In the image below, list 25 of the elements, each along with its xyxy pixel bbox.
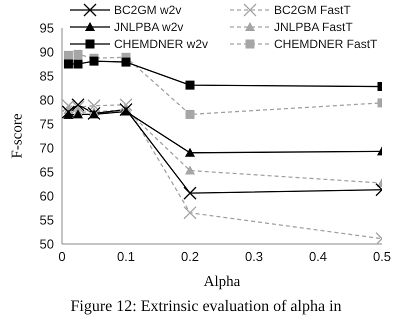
- legend-label: JNLPBA w2v: [114, 19, 184, 35]
- y-tick-label: 65: [40, 164, 54, 180]
- legend-label: JNLPBA FastT: [274, 19, 353, 35]
- legend-label: BC2GM FastT: [274, 2, 351, 18]
- y-tick-label: 75: [40, 116, 54, 132]
- x-tick-label: 0.1: [116, 249, 136, 264]
- x-tick-label: 0.3: [244, 249, 264, 264]
- caption: Figure 12: Extrinsic evaluation of alpha in: [69, 298, 343, 316]
- x-tick-label: 0.4: [308, 249, 328, 264]
- y-tick-label: 50: [40, 236, 54, 252]
- y-tick-label: 95: [40, 20, 54, 36]
- x-tick-label: 0.2: [180, 249, 200, 264]
- x-tick-label: 0.5: [372, 249, 392, 264]
- y-tick-label: 80: [40, 92, 54, 108]
- y-tick-label: 70: [40, 140, 54, 156]
- y-axis-title: F-score: [9, 113, 26, 158]
- y-tick-label: 90: [40, 44, 54, 60]
- y-tick-label: 85: [40, 68, 54, 84]
- y-tick-label: 60: [40, 188, 54, 204]
- legend-label: CHEMDNER FastT: [274, 36, 378, 52]
- legend-label: CHEMDNER w2v: [114, 36, 208, 52]
- y-tick-label: 55: [40, 212, 54, 228]
- legend-label: BC2GM w2v: [114, 2, 182, 18]
- x-axis-title: Alpha: [204, 274, 241, 290]
- x-tick-label: 0: [58, 249, 66, 264]
